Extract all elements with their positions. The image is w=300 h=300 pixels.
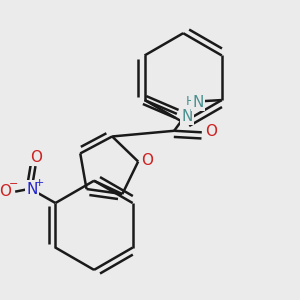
Text: O: O (205, 124, 217, 139)
Text: O: O (30, 150, 42, 165)
Text: O: O (141, 153, 153, 168)
Text: +: + (34, 178, 44, 188)
Text: O: O (0, 184, 11, 199)
Text: −: − (9, 179, 19, 189)
Text: H: H (185, 95, 195, 108)
Text: N: N (181, 109, 192, 124)
Text: N: N (192, 95, 204, 110)
Text: N: N (27, 182, 38, 197)
